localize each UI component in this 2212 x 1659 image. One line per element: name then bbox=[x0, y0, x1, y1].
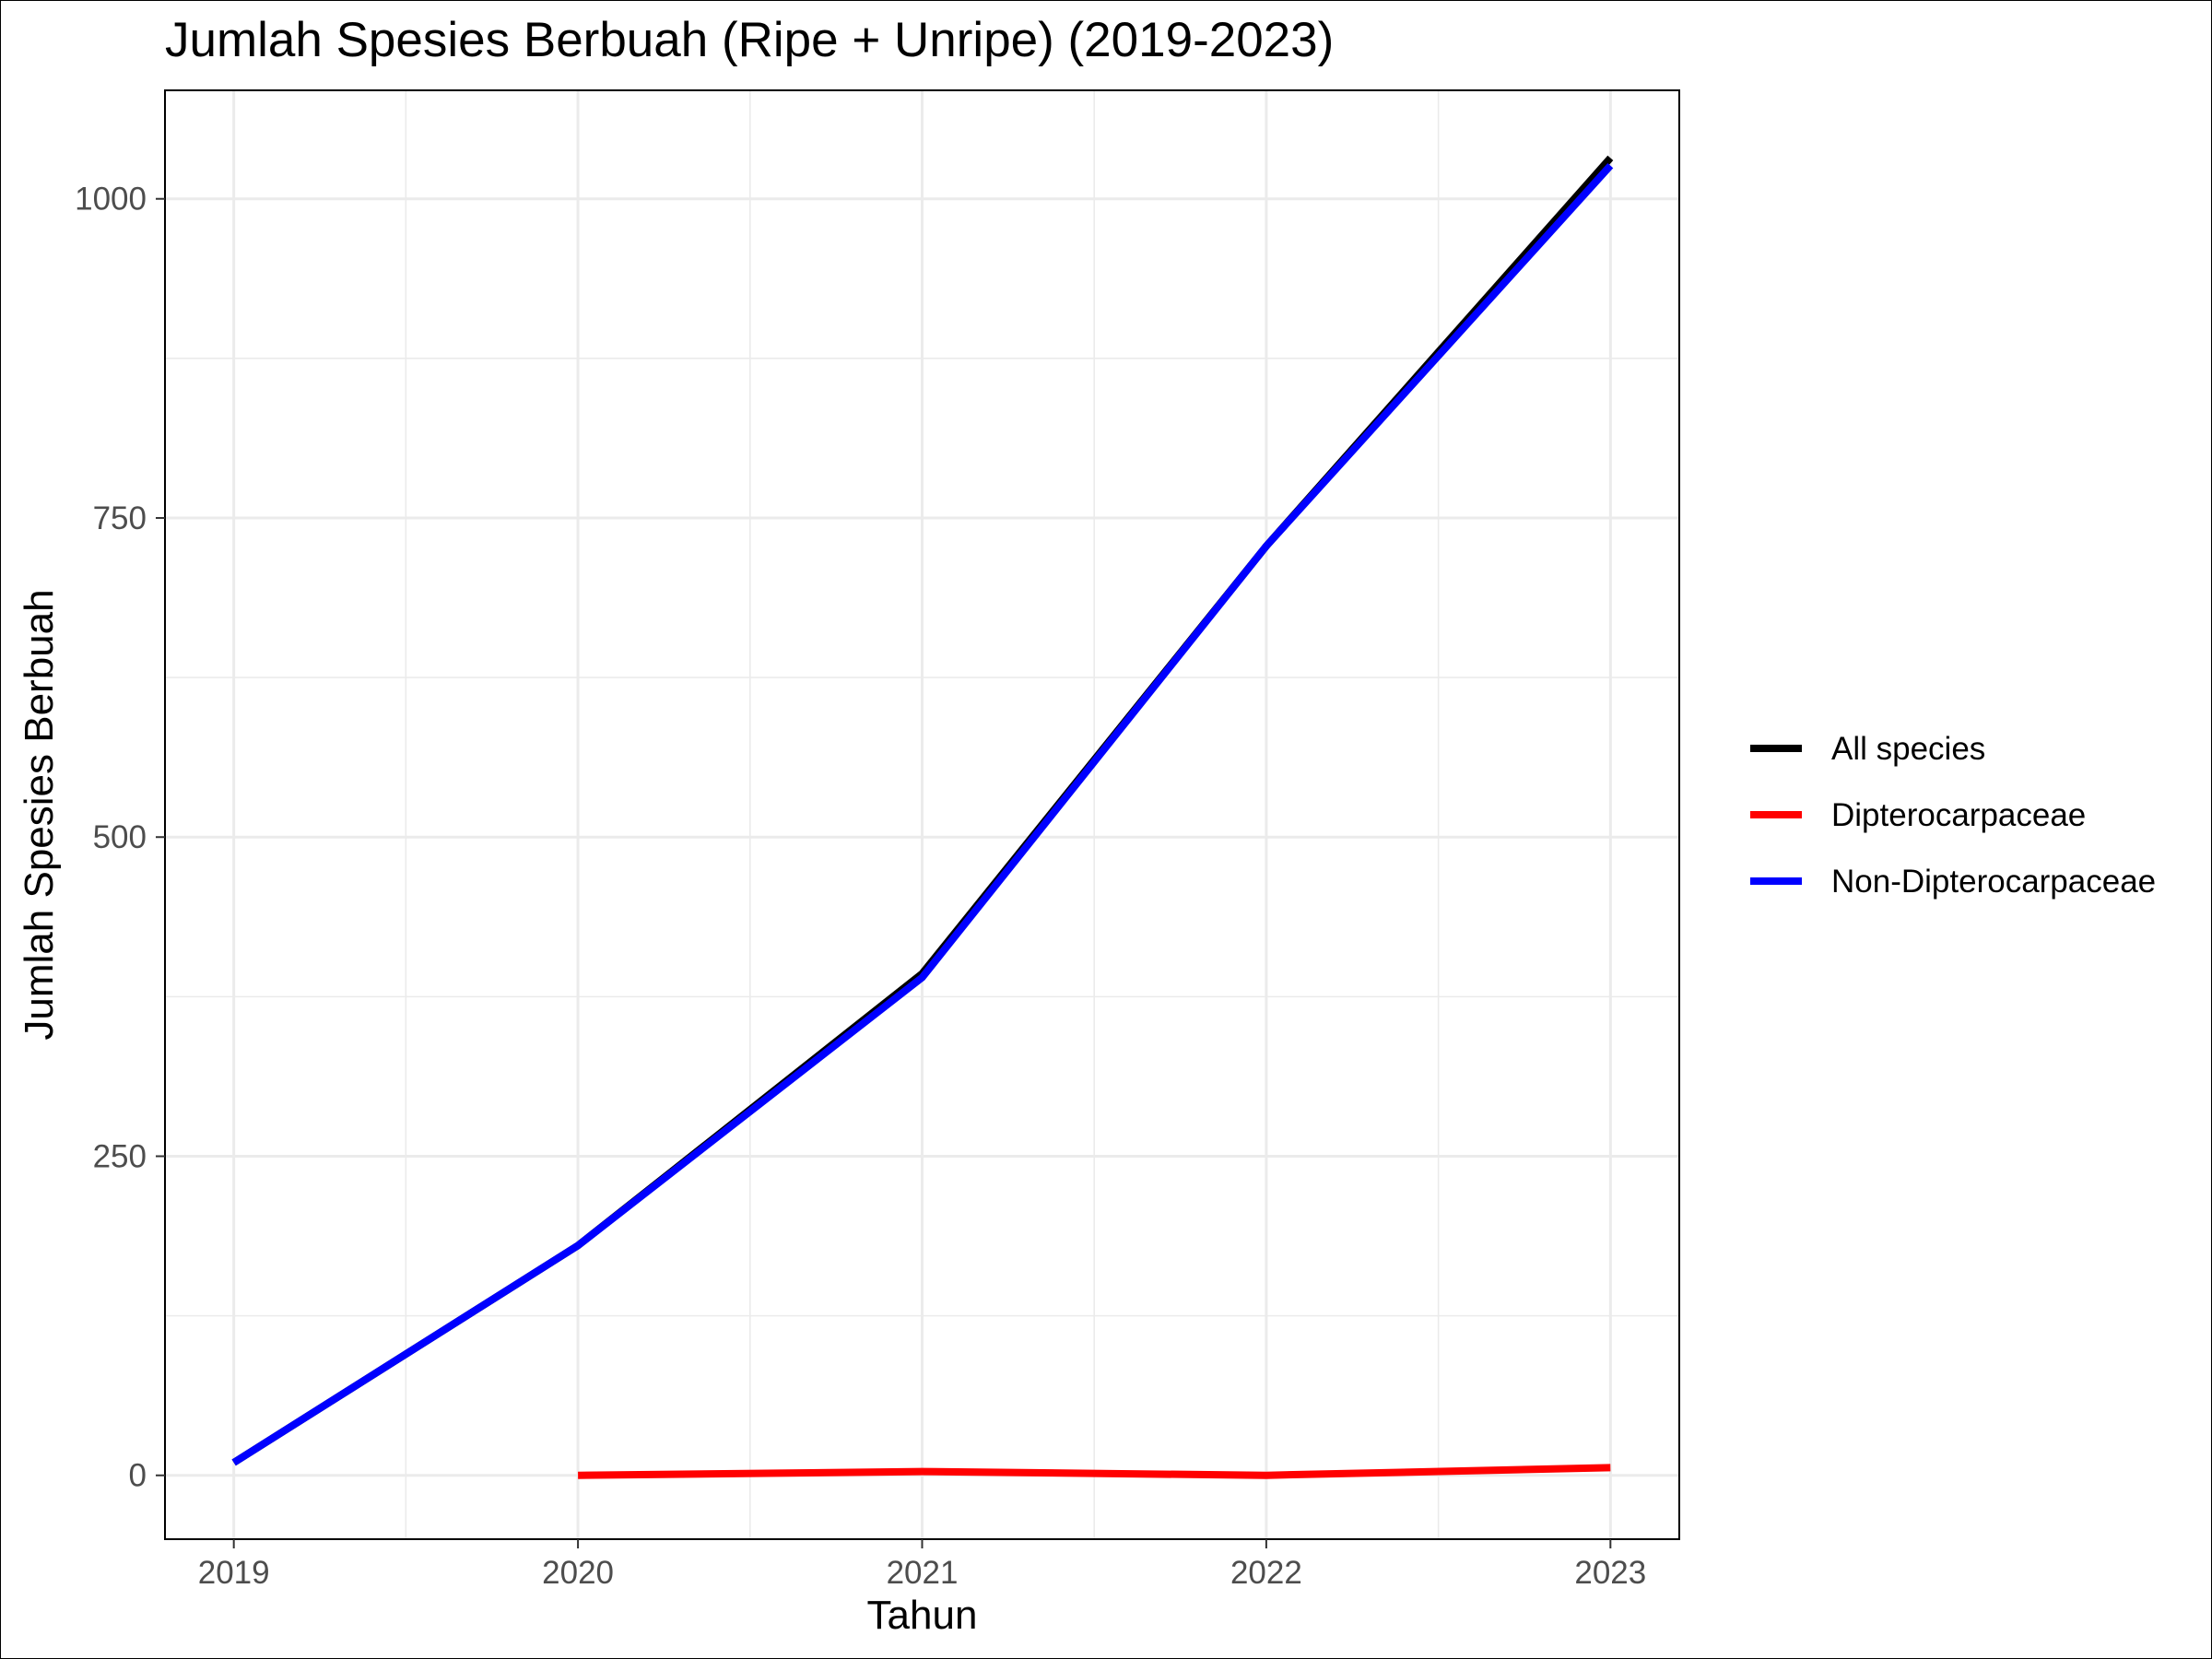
series-line-dipterocarpaceae bbox=[578, 1464, 1611, 1479]
gridlines bbox=[165, 90, 1679, 1539]
x-tick-label: 2023 bbox=[1574, 1555, 1646, 1591]
y-axis-title: Jumlah Spesies Berbuah bbox=[17, 589, 62, 1040]
x-axis-title: Tahun bbox=[867, 1593, 978, 1638]
chart-title: Jumlah Spesies Berbuah (Ripe + Unripe) (… bbox=[165, 13, 1334, 67]
series-lines bbox=[231, 155, 1614, 1479]
x-tick-label: 2022 bbox=[1230, 1555, 1302, 1591]
y-tick-label: 0 bbox=[129, 1458, 147, 1494]
series-line-non-dipterocarpaceae bbox=[231, 163, 1614, 1466]
y-tick-label: 500 bbox=[93, 819, 147, 855]
x-tick-label: 2020 bbox=[542, 1555, 614, 1591]
legend-label-all-species: All species bbox=[1831, 731, 1985, 767]
axis-ticks: 2019 2020 2021 2022 2023 0 250 500 750 1000 bbox=[75, 182, 1646, 1591]
x-tick-label: 2021 bbox=[887, 1555, 959, 1591]
y-tick-label: 250 bbox=[93, 1138, 147, 1174]
y-tick-label: 1000 bbox=[75, 182, 147, 218]
x-tick-label: 2019 bbox=[198, 1555, 270, 1591]
y-tick-label: 750 bbox=[93, 500, 147, 536]
legend: All species Dipterocarpaceae Non-Dipteroca… bbox=[1750, 731, 2156, 900]
legend-label-non-dipterocarpaceae: Non-Dipterocarpaceae bbox=[1831, 864, 2156, 900]
legend-label-dipterocarpaceae: Dipterocarpaceae bbox=[1831, 797, 2086, 833]
